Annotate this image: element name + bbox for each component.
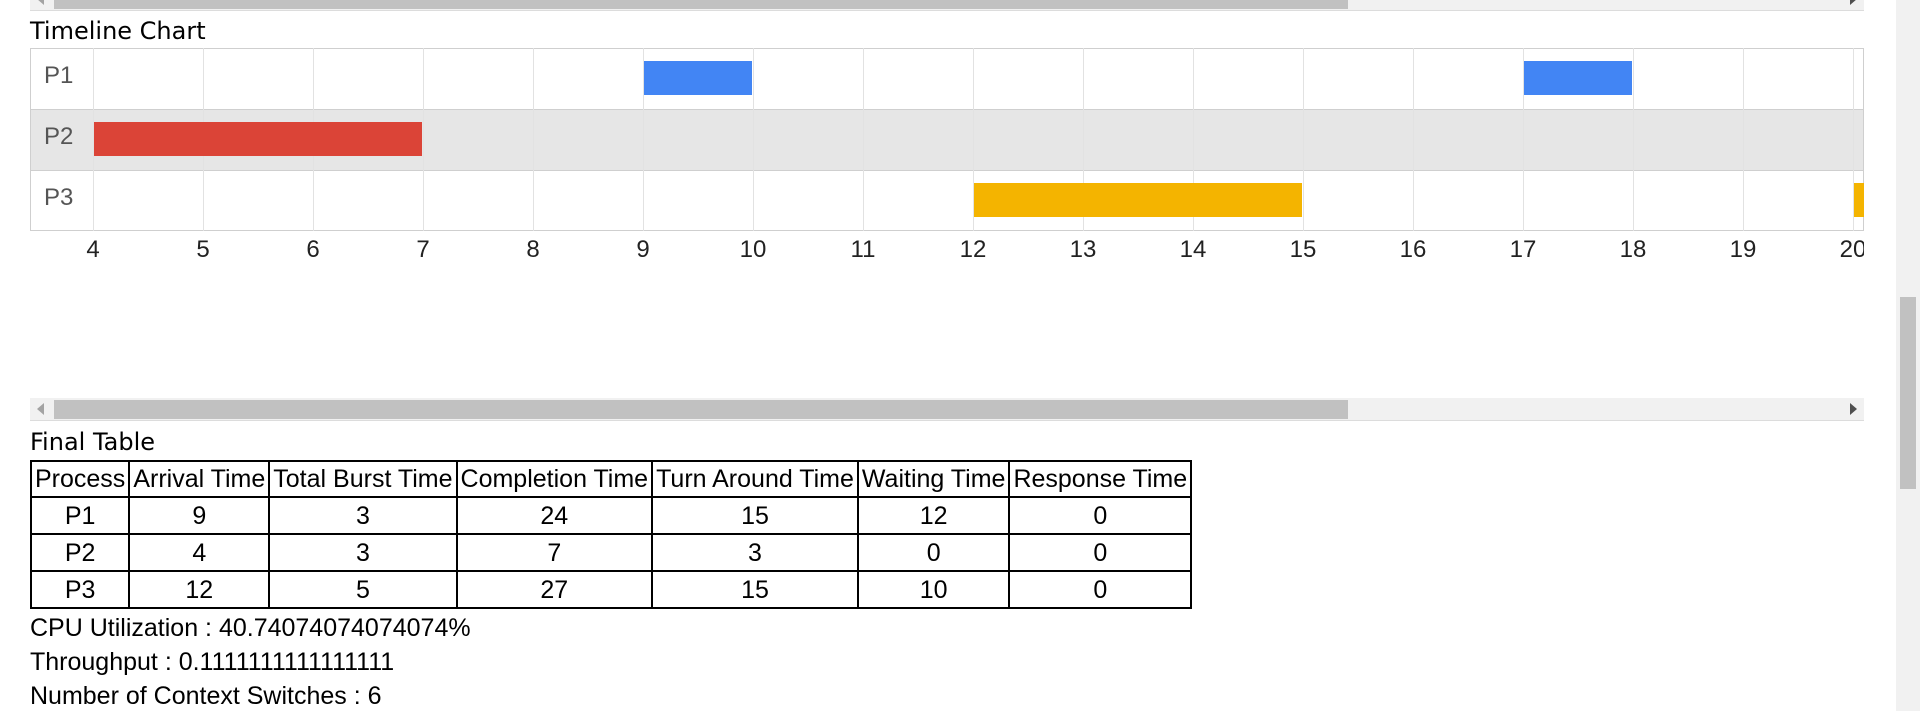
axis-tick-label: 9 <box>636 236 650 263</box>
axis-tick-label: 20 <box>1839 236 1864 263</box>
gridline <box>1633 48 1634 231</box>
header-arrival-time: Arrival Time <box>128 460 271 498</box>
gridline <box>423 48 424 231</box>
table-cell: P2 <box>29 533 131 572</box>
gridline <box>753 48 754 231</box>
gridline <box>1303 48 1304 231</box>
table-cell: 0 <box>1008 570 1193 609</box>
axis-tick-label: 6 <box>306 236 320 263</box>
axis-tick-label: 5 <box>196 236 210 263</box>
timeline-bottom-scrollbar[interactable] <box>30 398 1864 421</box>
timeline-chart-title: Timeline Chart <box>30 17 206 45</box>
gridline <box>1083 48 1084 231</box>
axis-tick-label: 10 <box>739 236 767 263</box>
timeline-row: P2 <box>30 109 1864 170</box>
table-cell: 4 <box>128 533 271 572</box>
table-cell: P1 <box>29 496 131 535</box>
gridline <box>1413 48 1414 231</box>
axis-tick-label: 19 <box>1729 236 1757 263</box>
axis-tick-label: 11 <box>850 236 876 263</box>
scroll-right-icon[interactable] <box>1850 0 1857 5</box>
table-cell: 24 <box>455 496 654 535</box>
table-row: P1 9 3 24 15 12 0 <box>29 496 1193 535</box>
table-row: P2 4 3 7 3 0 0 <box>29 533 1193 572</box>
gridline <box>1193 48 1194 231</box>
final-table: Process Arrival Time Total Burst Time Co… <box>29 460 1193 609</box>
table-cell: 0 <box>1008 496 1193 535</box>
timeline-bar-p3[interactable] <box>974 183 1302 217</box>
scroll-left-icon[interactable] <box>37 403 44 415</box>
header-total-burst-time: Total Burst Time <box>268 460 458 498</box>
table-cell: 0 <box>856 533 1011 572</box>
axis-tick-label: 7 <box>416 236 430 263</box>
scrollbar-thumb[interactable] <box>54 400 1348 419</box>
table-header-row: Process Arrival Time Total Burst Time Co… <box>29 460 1193 498</box>
scrollbar-thumb[interactable] <box>54 0 1348 9</box>
table-cell: 12 <box>856 496 1011 535</box>
gridline <box>533 48 534 231</box>
timeline-top-scrollbar[interactable] <box>30 0 1864 11</box>
timeline-bar-p1[interactable] <box>1524 61 1632 95</box>
table-cell: 12 <box>128 570 271 609</box>
axis-tick-label: 16 <box>1399 236 1427 263</box>
header-waiting-time: Waiting Time <box>856 460 1011 498</box>
table-row: P3 12 5 27 15 10 0 <box>29 570 1193 609</box>
table-cell: 7 <box>455 533 654 572</box>
gridline <box>973 48 974 231</box>
gridline <box>1523 48 1524 231</box>
timeline-bar-p2[interactable] <box>94 122 422 156</box>
table-cell: 15 <box>651 570 859 609</box>
table-cell: 9 <box>128 496 271 535</box>
timeline-bar-p3[interactable] <box>1854 183 1864 217</box>
timeline-bar-p1[interactable] <box>644 61 752 95</box>
axis-tick-label: 8 <box>526 236 540 263</box>
table-cell: 0 <box>1008 533 1193 572</box>
gridline <box>1743 48 1744 231</box>
axis-tick-label: 13 <box>1069 236 1097 263</box>
header-response-time: Response Time <box>1008 460 1193 498</box>
gridline <box>643 48 644 231</box>
cpu-utilization-text: CPU Utilization : 40.74074074074074% <box>30 614 471 642</box>
header-turn-around-time: Turn Around Time <box>651 460 859 498</box>
page-vertical-scrollbar[interactable] <box>1896 0 1920 711</box>
axis-tick-label: 18 <box>1619 236 1647 263</box>
row-label: P1 <box>44 62 74 89</box>
axis-tick-label: 14 <box>1179 236 1207 263</box>
gridline <box>93 48 94 231</box>
context-switches-text: Number of Context Switches : 6 <box>30 682 382 710</box>
scrollbar-thumb[interactable] <box>1900 297 1916 489</box>
table-cell: 5 <box>268 570 458 609</box>
table-cell: 3 <box>268 496 458 535</box>
axis-tick-label: 17 <box>1509 236 1537 263</box>
gridline <box>863 48 864 231</box>
table-cell: 27 <box>455 570 654 609</box>
table-cell: 3 <box>651 533 859 572</box>
axis-tick-label: 15 <box>1289 236 1317 263</box>
table-cell: P3 <box>29 570 131 609</box>
axis-tick-label: 12 <box>959 236 987 263</box>
scroll-right-icon[interactable] <box>1850 403 1857 415</box>
table-cell: 10 <box>856 570 1011 609</box>
timeline-chart: P1 P2 P3 4 5 6 7 8 9 10 11 12 13 14 15 16 17 18 19 20 <box>30 48 1864 288</box>
header-completion-time: Completion Time <box>455 460 654 498</box>
gridline <box>1853 48 1854 231</box>
final-table-title: Final Table <box>30 428 156 456</box>
scroll-left-icon[interactable] <box>37 0 44 5</box>
header-process: Process <box>29 460 131 498</box>
row-label: P2 <box>44 123 74 150</box>
axis-tick-label: 4 <box>86 236 100 263</box>
row-label: P3 <box>44 184 74 211</box>
timeline-row: P3 <box>30 170 1864 231</box>
throughput-text: Throughput : 0.1111111111111111 <box>30 648 395 676</box>
table-cell: 15 <box>651 496 859 535</box>
table-cell: 3 <box>268 533 458 572</box>
